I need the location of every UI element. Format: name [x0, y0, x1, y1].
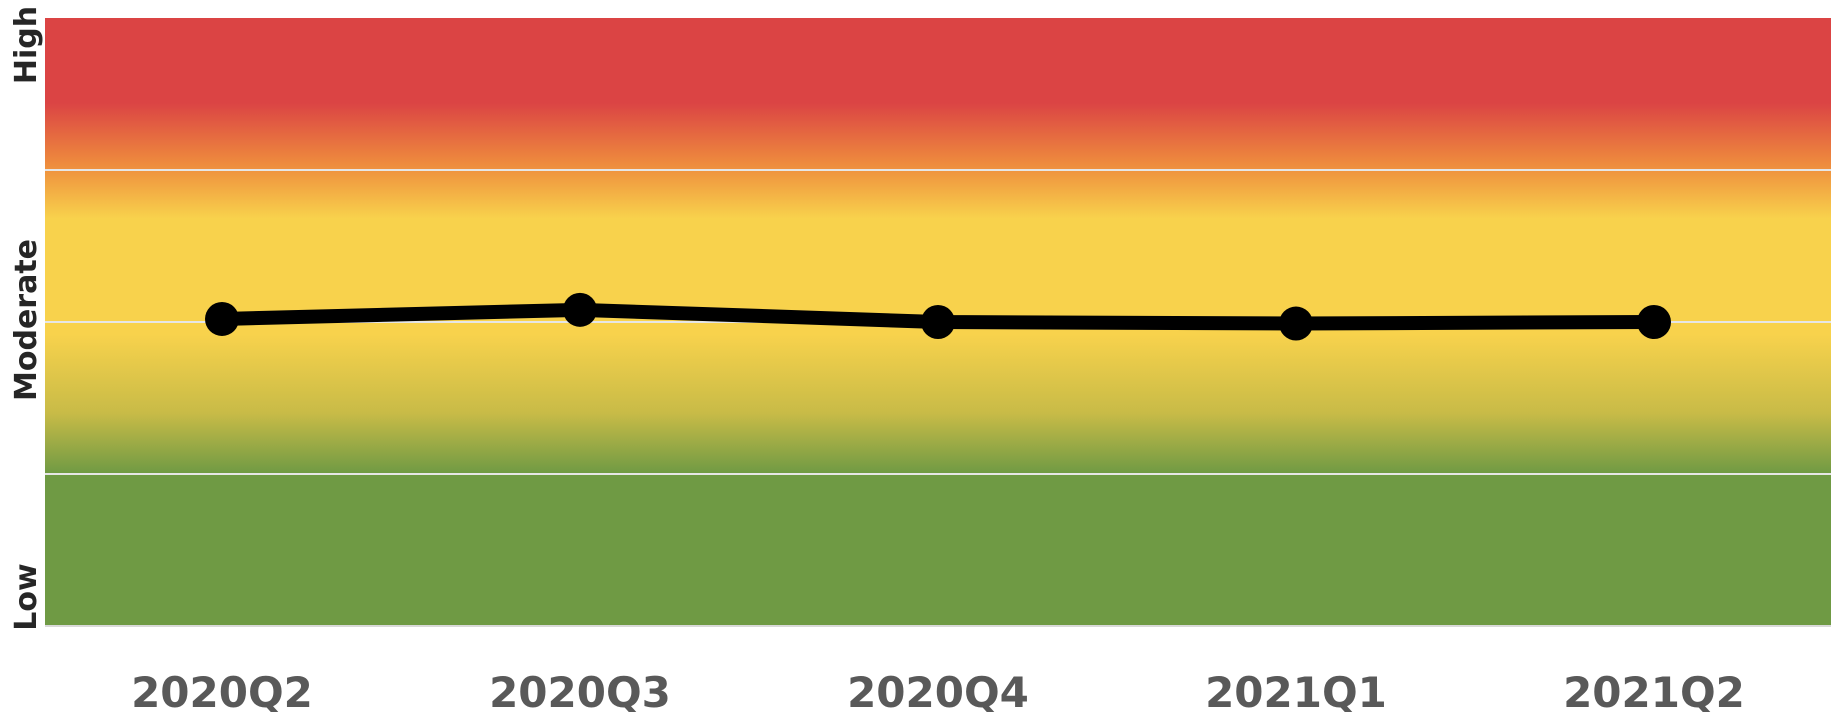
x-tick-label-2020Q2: 2020Q2: [131, 668, 313, 712]
data-point-2020Q2: [205, 301, 239, 336]
x-tick-label-2020Q3: 2020Q3: [489, 668, 671, 712]
y-band-label-low: Low: [9, 563, 44, 630]
data-point-2021Q2: [1637, 305, 1671, 339]
x-tick-label-2021Q2: 2021Q2: [1563, 668, 1745, 712]
y-band-label-high: High: [9, 6, 44, 84]
x-tick-label-2020Q4: 2020Q4: [847, 668, 1029, 712]
data-point-2021Q1: [1279, 306, 1313, 341]
series-risk-level: [205, 292, 1671, 341]
x-axis: 2020Q2 2020Q3 2020Q4 2021Q1 2021Q2: [131, 668, 1745, 712]
data-point-2020Q3: [563, 292, 597, 327]
data-point-2020Q4: [921, 305, 955, 339]
x-tick-label-2021Q1: 2021Q1: [1205, 668, 1387, 712]
y-band-label-moderate: Moderate: [9, 239, 44, 401]
